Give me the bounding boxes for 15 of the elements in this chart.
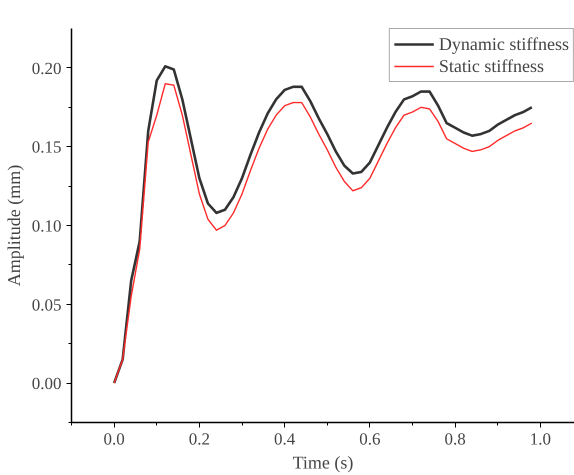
y-tick-label: 0.05 [32,295,62,314]
x-tick-label: 0.8 [444,430,466,448]
y-axis-title: Amplitude (mm) [4,164,24,286]
x-tick-label: 0.6 [359,430,381,448]
x-tick-label: 0.0 [104,430,125,448]
y-tick-label: 0.00 [32,374,62,394]
y-tick-label: 0.10 [32,216,62,236]
legend-label: Dynamic stiffness [438,33,569,55]
x-tick-label: 0.2 [188,430,210,448]
x-tick-label: 1.0 [530,430,552,448]
legend-label: Static stiffness [438,55,544,77]
x-axis-title: Time (s) [292,452,354,472]
y-tick-label: 0.20 [32,58,62,78]
x-tick-label: 0.4 [274,430,296,448]
y-tick-label: 0.15 [32,138,62,157]
